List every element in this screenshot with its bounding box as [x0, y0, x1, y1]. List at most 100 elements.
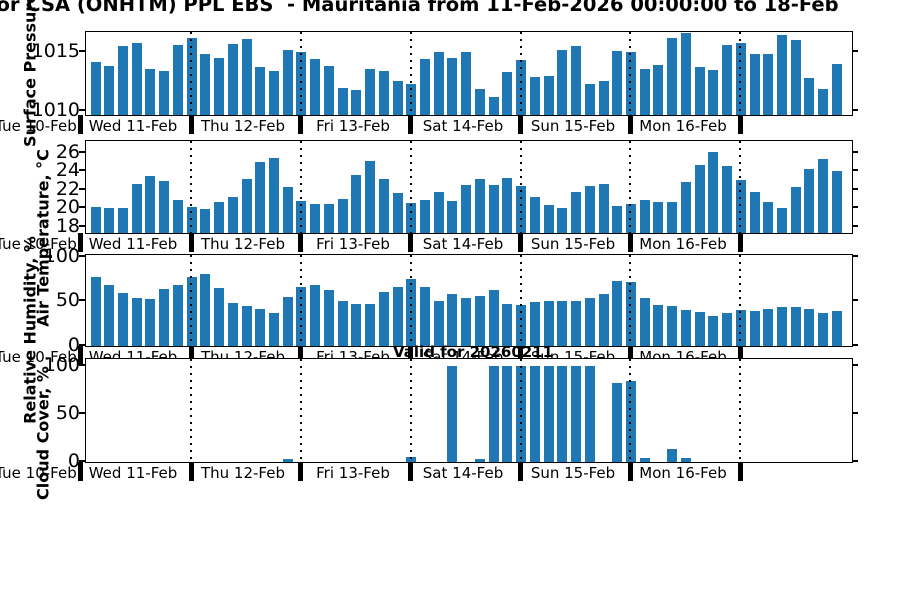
pressure-axis-label: Surface Pressure, mb	[20, 0, 40, 147]
bar	[818, 313, 829, 346]
bar	[763, 308, 774, 346]
y-tick-mark	[79, 254, 86, 257]
day-gridline	[519, 359, 522, 462]
bar	[543, 365, 554, 462]
bar	[310, 59, 321, 115]
bar	[200, 54, 211, 115]
x-tick-label: Sat 14-Feb	[422, 117, 504, 135]
bar	[227, 303, 238, 346]
bar	[571, 46, 582, 115]
y-tick-mark	[79, 411, 86, 414]
bar	[667, 37, 678, 115]
bar	[488, 289, 499, 346]
bar	[461, 52, 472, 115]
bar	[268, 157, 279, 233]
valid-for-annotation: Valid for 20260211	[393, 343, 554, 361]
bar	[557, 49, 568, 115]
day-boundary-tick	[737, 462, 743, 481]
bar	[502, 365, 513, 462]
bar	[571, 191, 582, 233]
bar	[214, 201, 225, 233]
bar	[337, 87, 348, 115]
bar	[571, 365, 582, 462]
day-boundary-tick	[78, 346, 83, 365]
bar	[804, 78, 815, 115]
x-tick-label: Tue 10-Feb	[0, 348, 77, 366]
bar	[502, 177, 513, 233]
bar	[104, 66, 115, 115]
relative-humidity-panel: 0 50 100 Tue 10-Feb Wed 11-Feb Thu 12-Feb Fri …	[0, 246, 858, 366]
x-tick-label: Thu 12-Feb	[200, 464, 286, 482]
bar	[488, 185, 499, 233]
bar	[598, 294, 609, 346]
bar	[831, 311, 842, 346]
bar	[708, 315, 719, 346]
y-tick-mark	[852, 411, 858, 414]
x-tick-label: Tue 10-Feb	[0, 235, 77, 253]
x-tick-label: Mon 16-Feb	[639, 235, 727, 253]
bar	[529, 302, 540, 346]
bar	[584, 84, 595, 115]
bar	[584, 186, 595, 233]
bar	[351, 304, 362, 346]
bar	[447, 57, 458, 115]
bar	[694, 312, 705, 346]
day-boundary-tick	[408, 346, 414, 365]
day-gridline	[629, 141, 632, 233]
bar	[104, 285, 115, 346]
bar	[790, 40, 801, 115]
x-tick-label: Sun 15-Feb	[530, 235, 616, 253]
bar	[680, 33, 691, 115]
y-tick-mark	[852, 254, 858, 257]
y-tick-label: 0	[67, 334, 80, 356]
bar	[433, 191, 444, 233]
day-boundary-tick	[627, 115, 633, 134]
bar	[227, 43, 238, 115]
bar	[680, 181, 691, 233]
day-gridline	[409, 32, 412, 115]
bar	[172, 44, 183, 115]
day-boundary-tick	[518, 346, 524, 365]
bar	[90, 276, 101, 346]
day-boundary-tick	[78, 233, 83, 252]
bar	[667, 448, 678, 462]
bar	[667, 305, 678, 346]
day-boundary-tick	[188, 115, 194, 134]
bar	[722, 44, 733, 115]
bar	[708, 69, 719, 115]
day-boundary-tick	[188, 462, 194, 481]
bar	[667, 201, 678, 233]
bar	[461, 185, 472, 233]
day-gridline	[299, 359, 302, 462]
day-gridline	[299, 32, 302, 115]
x-tick-label: Wed 11-Feb	[88, 235, 178, 253]
bar	[447, 294, 458, 346]
bar	[474, 88, 485, 115]
day-gridline	[299, 141, 302, 233]
x-tick-label: Fri 13-Feb	[316, 235, 390, 253]
y-tick-mark	[79, 299, 86, 302]
day-boundary-tick	[78, 462, 83, 481]
day-boundary-tick	[408, 233, 414, 252]
bar	[420, 199, 431, 233]
bar	[447, 200, 458, 233]
y-tick-mark	[852, 460, 858, 462]
day-boundary-tick	[188, 346, 194, 365]
day-boundary-tick	[627, 462, 633, 481]
x-tick-label: Mon 16-Feb	[639, 464, 727, 482]
x-tick-label: Fri 13-Feb	[316, 117, 390, 135]
day-gridline	[409, 141, 412, 233]
bar	[680, 310, 691, 346]
bar	[694, 67, 705, 115]
bar	[653, 201, 664, 233]
bar	[433, 301, 444, 346]
bar	[557, 208, 568, 233]
y-tick-mark	[852, 299, 858, 302]
y-tick-label: 100	[43, 353, 80, 376]
bar	[639, 68, 650, 115]
bar	[790, 306, 801, 346]
bar	[282, 187, 293, 233]
bar	[420, 287, 431, 346]
x-tick-label: Sun 15-Feb	[530, 464, 616, 482]
day-gridline	[629, 359, 632, 462]
